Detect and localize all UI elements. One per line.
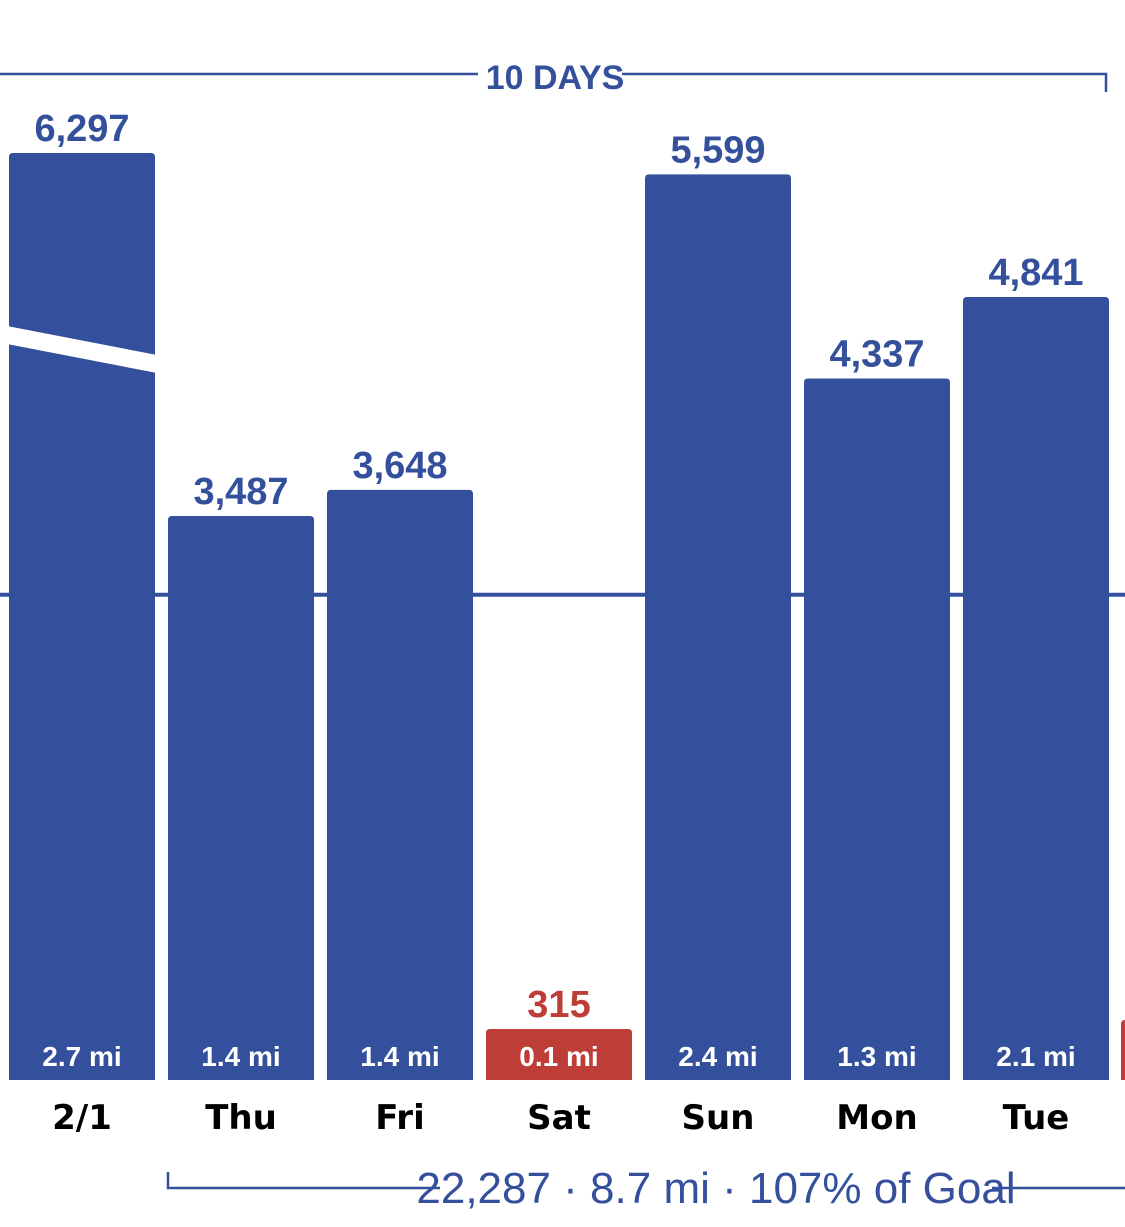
bar-tue[interactable] [963,296,1109,1080]
bar-thu[interactable] [168,515,314,1080]
range-bracket-line [0,72,1108,92]
distance-label-mon: 1.3 mi [837,1041,916,1072]
value-label-tue: 4,841 [988,252,1083,294]
bar-sat[interactable] [486,1029,632,1080]
summary-bracket-line [166,1172,1125,1190]
distance-label-sun: 2.4 mi [678,1041,757,1072]
day-label-fri: Fri [375,1098,424,1138]
bar-fri[interactable] [327,489,473,1080]
range-label: 10 DAYS [486,59,625,97]
day-label-sun: Sun [682,1098,755,1138]
day-label-thu: Thu [205,1098,277,1138]
value-label-thu: 3,487 [193,471,288,513]
distance-label-sat: 0.1 mi [519,1041,598,1072]
day-label-2-1: 2/1 [52,1098,112,1138]
bar-2-1[interactable] [9,153,155,1080]
distance-label-tue: 2.1 mi [996,1041,1075,1072]
bar-sun[interactable] [645,174,791,1081]
day-label-tue: Tue [1003,1098,1070,1138]
value-label-sun: 5,599 [670,129,765,171]
bars-layer [7,153,1125,1081]
day-label-sat: Sat [527,1098,591,1138]
range-bracket: 10 DAYS [0,59,1108,97]
summary-label: 22,287 · 8.7 mi · 107% of Goal [416,1164,1015,1213]
value-label-mon: 4,337 [829,333,924,375]
value-label-fri: 3,648 [352,445,447,487]
axis-break-mark [7,326,157,373]
labels-layer: 6,297 2.7 mi 2/1 3,487 1.4 mi Thu 3,648 1.4 mi F… [34,108,1083,1138]
value-label-2-1: 6,297 [34,108,129,150]
distance-label-fri: 1.4 mi [360,1041,439,1072]
bar-next-partial [1121,1020,1125,1080]
value-label-sat: 315 [527,984,590,1026]
summary-bracket: 22,287 · 8.7 mi · 107% of Goal [166,1164,1125,1213]
day-label-mon: Mon [836,1098,917,1138]
distance-label-2-1: 2.7 mi [42,1041,121,1072]
distance-label-thu: 1.4 mi [201,1041,280,1072]
bar-mon[interactable] [804,378,950,1081]
